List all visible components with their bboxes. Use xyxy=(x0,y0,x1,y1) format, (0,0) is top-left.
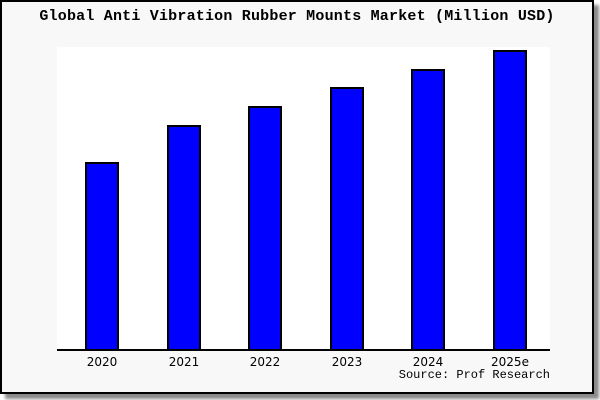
bar-2021 xyxy=(167,125,201,351)
plot-area xyxy=(57,47,550,351)
bar-2024 xyxy=(411,69,445,351)
bar-2025e xyxy=(493,50,527,351)
bar-2023 xyxy=(330,87,364,351)
chart-title: Global Anti Vibration Rubber Mounts Mark… xyxy=(39,8,555,25)
x-tick-label-2023: 2023 xyxy=(331,355,363,369)
x-tick-label-2022: 2022 xyxy=(249,355,281,369)
x-axis-line xyxy=(57,349,550,351)
x-tick-label-2020: 2020 xyxy=(86,355,118,369)
chart-card: Global Anti Vibration Rubber Mounts Mark… xyxy=(0,0,594,394)
bar-2022 xyxy=(248,106,282,351)
x-tick-label-2025e: 2025e xyxy=(491,355,529,369)
source-text: Source: Prof Research xyxy=(398,368,550,382)
x-tick-label-2021: 2021 xyxy=(168,355,200,369)
bar-2020 xyxy=(85,162,119,351)
x-tick-label-2024: 2024 xyxy=(412,355,444,369)
